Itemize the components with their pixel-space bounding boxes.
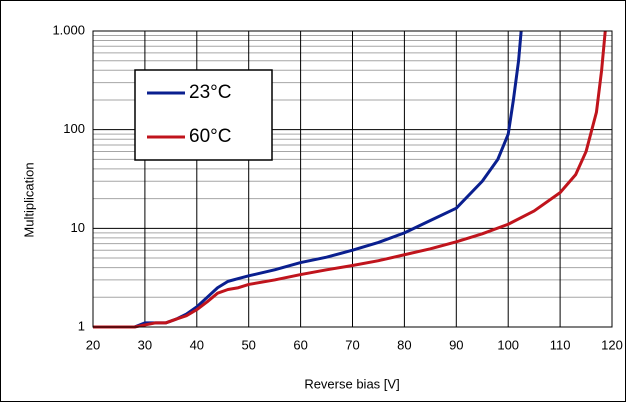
y-axis-label: Multiplication: [21, 162, 36, 237]
x-tick-label: 30: [138, 337, 152, 352]
x-tick-label: 40: [190, 337, 204, 352]
legend-label: 60°C: [189, 126, 231, 147]
data-line: [93, 30, 607, 329]
x-tick-label: 70: [345, 337, 359, 352]
x-axis-label: Reverse bias [V]: [304, 376, 399, 391]
x-tick-label: 100: [497, 337, 519, 352]
legend-box: [134, 69, 273, 161]
y-tick-label: 1: [78, 318, 85, 333]
x-tick-label: 90: [449, 337, 463, 352]
y-tick-label: 10: [71, 220, 85, 235]
x-tick-label: 120: [601, 337, 623, 352]
plot-border: [92, 30, 613, 328]
legend: 23°C 60°C: [134, 69, 273, 161]
y-tick-label: 1.000: [52, 22, 85, 37]
x-tick-label: 80: [397, 337, 411, 352]
lines: [93, 30, 607, 329]
legend-label: 23°C: [189, 82, 231, 103]
x-tick-label: 60: [293, 337, 307, 352]
y-tick-label: 100: [63, 121, 85, 136]
x-tick-label: 50: [241, 337, 255, 352]
x-tick-label: 20: [86, 337, 100, 352]
x-tick-label: 110: [550, 337, 571, 352]
